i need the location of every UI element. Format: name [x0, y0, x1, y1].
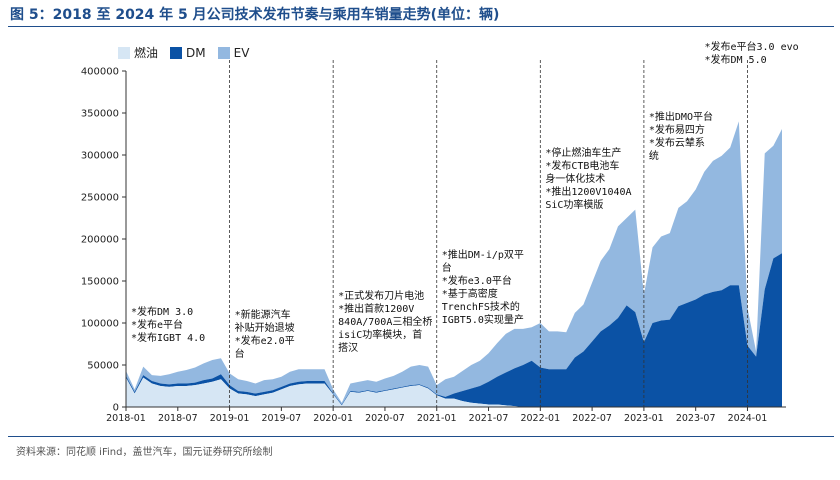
x-tick-label-2018-07: 2018-07: [158, 413, 198, 424]
x-tick-label-2020-07: 2020-07: [365, 413, 405, 424]
annotation-line: *发布e3.0平台: [441, 276, 512, 287]
area-series-dm: [126, 253, 782, 407]
source-divider: [8, 436, 834, 437]
legend-item-fuel: 燃油: [118, 44, 158, 61]
annotation-2023-01: *推出DMO平台 *发布易四方 *发布云辇系统: [649, 111, 713, 163]
x-tick-label-2024-01: 2024-01: [728, 413, 768, 424]
legend-swatch-fuel: [118, 46, 130, 59]
title-divider: [8, 26, 834, 27]
annotation-2018-01: *发布DM 3.0 *发布e平台 *发布IGBT 4.0: [131, 306, 205, 345]
x-tick-label-2022-07: 2022-07: [572, 413, 612, 424]
y-tick-label-350000: 350000: [81, 109, 119, 120]
area-series-ev: [126, 121, 782, 405]
annotation-line: *发布e平台3.0 evo: [704, 42, 799, 53]
x-tick-label-2019-01: 2019-01: [210, 413, 250, 424]
area-series-fuel: [126, 377, 782, 407]
x-tick-label-2021-01: 2021-01: [417, 413, 457, 424]
annotation-line: *正式发布刀片电池: [338, 291, 425, 302]
annotation-line: TrenchFS技术的: [441, 302, 520, 313]
figure-title: 图 5：2018 至 2024 年 5 月公司技术发布节奏与乘用车销量走势(单位…: [10, 7, 500, 23]
annotation-line: *发布e2.0平: [234, 336, 295, 347]
x-tick-label-2020-01: 2020-01: [313, 413, 353, 424]
legend-item-ev: EV: [217, 45, 250, 60]
x-tick-label-2021-07: 2021-07: [469, 413, 509, 424]
y-tick-label-100000: 100000: [81, 319, 119, 330]
annotation-line: 统: [648, 151, 659, 162]
y-tick-label-250000: 250000: [81, 193, 119, 204]
annotation-line: 台: [234, 349, 245, 360]
annotation-line: *发布DM 5.0: [704, 55, 767, 66]
annotation-line: IGBT5.0实现量产: [441, 315, 524, 326]
annotation-line: 搭汉: [338, 343, 359, 354]
legend-label-ev: EV: [233, 45, 250, 60]
chart-legend: 燃油 DM EV: [118, 44, 249, 61]
annotation-line: *推出DMO平台: [648, 112, 713, 123]
annotation-line: *发布e平台: [131, 320, 184, 331]
legend-swatch-ev: [217, 46, 230, 59]
annotation-line: *发布云辇系: [648, 138, 705, 149]
annotation-line: 身一体化技术: [545, 174, 606, 185]
annotation-line: *发布IGBT 4.0: [131, 333, 206, 344]
annotation-2022-01: *停止燃油车生产 *发布CTB电池车 身一体化技术 *推出1200V1040A SiC功…: [545, 147, 631, 212]
y-tick-label-200000: 200000: [81, 235, 119, 246]
annotation-line: *推出首款1200V: [338, 304, 415, 315]
annotation-line: isiC功率模块，首: [338, 330, 423, 341]
y-tick-label-50000: 50000: [87, 361, 119, 372]
annotation-2020-01: *正式发布刀片电池 *推出首款1200V 840A/700A三相全桥 isiC功率模块…: [338, 290, 432, 355]
annotation-line: *推出DM-i/p双平: [441, 250, 524, 261]
legend-label-fuel: 燃油: [134, 46, 159, 60]
annotation-line: SiC功率模版: [545, 200, 604, 211]
annotation-line: 840A/700A三相全桥: [338, 317, 433, 328]
annotation-line: 台: [441, 263, 452, 274]
legend-item-dm: DM: [170, 46, 206, 60]
x-tick-label-2023-01: 2023-01: [624, 413, 664, 424]
legend-label-dm: DM: [186, 45, 206, 60]
x-tick-label-2018-01: 2018-01: [106, 413, 146, 424]
annotation-line: *基于高密度: [441, 289, 498, 300]
x-tick-label-2022-01: 2022-01: [520, 413, 560, 424]
annotation-2024-01: *发布e平台3.0 evo *发布DM 5.0: [704, 41, 798, 67]
annotation-line: *推出1200V1040A: [545, 187, 632, 198]
annotation-line: *新能源汽车: [234, 310, 291, 321]
legend-swatch-dm: [170, 46, 183, 59]
x-tick-label-2023-07: 2023-07: [676, 413, 716, 424]
y-tick-label-300000: 300000: [81, 151, 119, 162]
annotation-line: *发布CTB电池车: [545, 161, 620, 172]
y-tick-label-150000: 150000: [81, 277, 119, 288]
annotation-line: *发布DM 3.0: [131, 307, 194, 318]
figure-source: 资料来源：同花顺 iFind，盖世汽车，国元证券研究所绘制: [16, 447, 273, 458]
y-tick-label-0: 0: [113, 403, 119, 414]
annotation-line: *发布易四方: [648, 125, 705, 136]
annotation-2021-01: *推出DM-i/p双平台 *发布e3.0平台 *基于高密度 TrenchFS技术的 IG…: [442, 249, 524, 327]
annotation-line: 补贴开始退坡: [234, 323, 295, 334]
y-tick-label-400000: 400000: [81, 67, 119, 78]
annotation-2019-01: *新能源汽车 补贴开始退坡 *发布e2.0平台: [235, 309, 295, 361]
annotation-line: *停止燃油车生产: [545, 148, 622, 159]
x-tick-label-2019-07: 2019-07: [262, 413, 302, 424]
